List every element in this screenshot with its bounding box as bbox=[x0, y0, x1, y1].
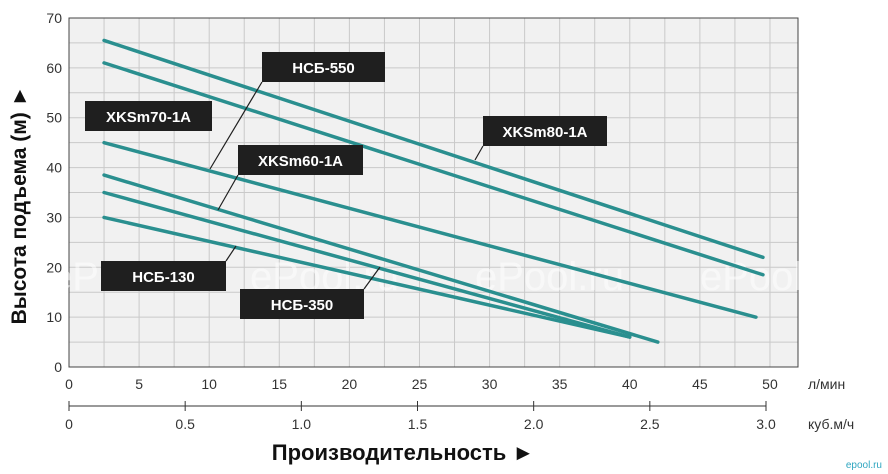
x-tick-label: 5 bbox=[135, 376, 143, 392]
x-tick-label: 50 bbox=[762, 376, 778, 392]
label-leader bbox=[225, 245, 237, 262]
x-tick-label: 15 bbox=[271, 376, 287, 392]
series-labels: HCБ-550 XKSm70-1A XKSm80-1A XKSm60-1A HCБ-13… bbox=[85, 52, 607, 319]
y-tick-label: 60 bbox=[46, 60, 62, 76]
series-line bbox=[102, 140, 758, 319]
y-axis-title: Высота подъема (м) ► bbox=[8, 86, 31, 325]
label-leader bbox=[217, 174, 239, 211]
y-tick-label: 20 bbox=[46, 259, 62, 275]
series-label: XKSm60-1A bbox=[258, 153, 343, 170]
y-tick-label: 30 bbox=[46, 209, 62, 225]
secondary-x-tick-label: 2.5 bbox=[640, 416, 660, 432]
series-label: XKSm70-1A bbox=[106, 109, 191, 126]
series-label-box bbox=[101, 261, 226, 291]
y-tick-label: 70 bbox=[46, 10, 62, 26]
y-tick-label: 0 bbox=[54, 359, 62, 375]
grid bbox=[68, 17, 799, 368]
label-leader bbox=[209, 81, 263, 170]
series-label: HCБ-550 bbox=[292, 60, 354, 77]
secondary-x-tick-label: 1.0 bbox=[292, 416, 312, 432]
series-label-box bbox=[85, 101, 212, 131]
series-line bbox=[102, 38, 765, 260]
series-line bbox=[102, 61, 765, 277]
x-tick-label: 35 bbox=[552, 376, 568, 392]
x-unit-secondary: куб.м/ч bbox=[808, 416, 854, 432]
secondary-x-tick-label: 0 bbox=[65, 416, 73, 432]
secondary-x-tick-label: 1.5 bbox=[408, 416, 428, 432]
epool-logo: epool.ru bbox=[846, 460, 882, 471]
series-label: HCБ-350 bbox=[271, 297, 333, 314]
x-tick-label: 10 bbox=[201, 376, 217, 392]
series-line bbox=[102, 215, 632, 339]
label-leaders bbox=[209, 81, 484, 290]
label-leader bbox=[363, 266, 381, 290]
x-tick-label: 0 bbox=[65, 376, 73, 392]
x-tick-label: 40 bbox=[622, 376, 638, 392]
series-lines bbox=[102, 38, 765, 344]
y-tick-label: 50 bbox=[46, 110, 62, 126]
secondary-x-tick-label: 0.5 bbox=[175, 416, 195, 432]
series-line bbox=[102, 190, 632, 339]
x-unit-primary: л/мин bbox=[808, 376, 845, 392]
y-tick-label: 10 bbox=[46, 309, 62, 325]
series-label-box bbox=[240, 289, 364, 319]
label-leader bbox=[474, 145, 484, 161]
series-label-box bbox=[262, 52, 385, 82]
x-tick-label: 20 bbox=[342, 376, 358, 392]
plot-frame bbox=[68, 17, 799, 368]
series-label: XKSm80-1A bbox=[502, 124, 587, 141]
series-label-box bbox=[483, 116, 607, 146]
x-tick-label: 25 bbox=[412, 376, 428, 392]
secondary-x-tick-label: 3.0 bbox=[756, 416, 776, 432]
x-tick-label: 30 bbox=[482, 376, 498, 392]
secondary-x-tick-label: 2.0 bbox=[524, 416, 544, 432]
series-label-box bbox=[238, 145, 363, 175]
x-tick-label: 45 bbox=[692, 376, 708, 392]
x-axis-title: Производительность ► bbox=[272, 440, 534, 465]
y-tick-label: 40 bbox=[46, 160, 62, 176]
series-line bbox=[102, 173, 660, 344]
axes: 0 10 20 30 40 50 60 70 0 5 10 15 20 25 30 35 40 45 50 л/мин… bbox=[8, 10, 882, 471]
series-label: HCБ-130 bbox=[132, 269, 194, 286]
